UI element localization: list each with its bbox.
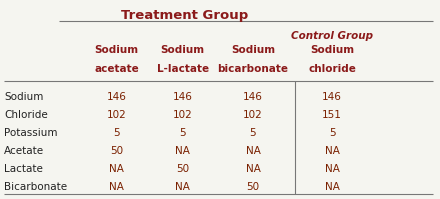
- Text: 102: 102: [173, 110, 192, 120]
- Text: 102: 102: [107, 110, 126, 120]
- Text: 5: 5: [113, 128, 120, 138]
- Text: Sodium: Sodium: [95, 45, 139, 55]
- Text: Treatment Group: Treatment Group: [121, 9, 249, 22]
- Text: Control Group: Control Group: [291, 31, 373, 41]
- Text: Bicarbonate: Bicarbonate: [4, 182, 67, 192]
- Text: 102: 102: [243, 110, 263, 120]
- Text: NA: NA: [109, 164, 124, 174]
- Text: Sodium: Sodium: [161, 45, 205, 55]
- Text: 146: 146: [172, 92, 193, 101]
- Text: 5: 5: [249, 128, 257, 138]
- Text: acetate: acetate: [94, 64, 139, 74]
- Text: NA: NA: [325, 182, 340, 192]
- Text: Lactate: Lactate: [4, 164, 43, 174]
- Text: 5: 5: [179, 128, 186, 138]
- Text: NA: NA: [175, 146, 190, 156]
- Text: Sodium: Sodium: [231, 45, 275, 55]
- Text: 5: 5: [329, 128, 336, 138]
- Text: 146: 146: [106, 92, 127, 101]
- Text: 50: 50: [110, 146, 123, 156]
- Text: NA: NA: [325, 146, 340, 156]
- Text: Sodium: Sodium: [4, 92, 44, 101]
- Text: 50: 50: [176, 164, 189, 174]
- Text: 50: 50: [246, 182, 260, 192]
- Text: NA: NA: [325, 164, 340, 174]
- Text: NA: NA: [175, 182, 190, 192]
- Text: L-lactate: L-lactate: [157, 64, 209, 74]
- Text: 151: 151: [322, 110, 342, 120]
- Text: bicarbonate: bicarbonate: [217, 64, 289, 74]
- Text: NA: NA: [246, 164, 260, 174]
- Text: 146: 146: [243, 92, 263, 101]
- Text: Sodium: Sodium: [310, 45, 354, 55]
- Text: Acetate: Acetate: [4, 146, 44, 156]
- Text: 146: 146: [322, 92, 342, 101]
- Text: NA: NA: [246, 146, 260, 156]
- Text: Potassium: Potassium: [4, 128, 58, 138]
- Text: NA: NA: [109, 182, 124, 192]
- Text: chloride: chloride: [308, 64, 356, 74]
- Text: Chloride: Chloride: [4, 110, 48, 120]
